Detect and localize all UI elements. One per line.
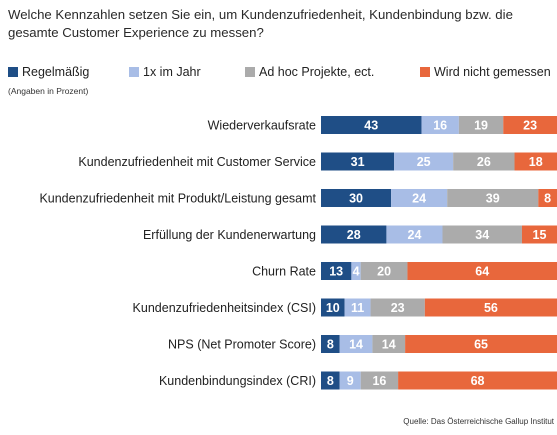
value-label: 30: [349, 192, 363, 206]
bar-segment: [405, 335, 557, 353]
bar-segment: [521, 225, 557, 244]
bar-segment: [351, 262, 361, 280]
bar-row: Wiederverkaufsrate 43 16 19 23: [208, 116, 557, 134]
bar-segment: [321, 298, 345, 317]
bar-segment: [339, 335, 373, 353]
bar-segment: [424, 298, 557, 317]
value-label: 11: [351, 301, 364, 315]
bar-row: Kundenzufriedenheit mit Produkt/Leistung…: [39, 189, 557, 207]
value-label: 8: [544, 192, 551, 206]
category-label: Kundenbindungsindex (CRI): [159, 374, 316, 388]
legend-swatch: [129, 67, 139, 77]
category-label: Kundenzufriedenheit mit Produkt/Leistung…: [39, 192, 316, 206]
bar-row: Kundenzufriedenheit mit Customer Service…: [78, 152, 557, 171]
bar-segment: [442, 225, 522, 244]
chart-title: Welche Kennzahlen setzen Sie ein, um Kun…: [8, 7, 513, 40]
legend-label: Wird nicht gemessen: [434, 65, 551, 79]
bar-segment: [360, 371, 399, 390]
bar-segment: [344, 298, 371, 317]
value-label: 56: [484, 301, 498, 315]
value-label: 24: [408, 228, 422, 242]
legend-label: 1x im Jahr: [143, 65, 201, 79]
bar-row: Churn Rate 13 4 20 64: [252, 262, 557, 280]
bar-segment: [386, 225, 443, 244]
bar-segment: [447, 189, 539, 207]
value-label: 68: [471, 374, 485, 388]
bar-segment: [398, 371, 557, 390]
bar-segment: [391, 189, 448, 207]
value-label: 14: [349, 338, 363, 352]
bar-segment: [339, 371, 361, 390]
category-label: Kundenzufriedenheitsindex (CSI): [133, 301, 316, 315]
bar-segment: [360, 262, 408, 280]
value-label: 65: [474, 338, 488, 352]
category-label: Kundenzufriedenheit mit Customer Service: [78, 155, 316, 169]
value-label: 19: [474, 119, 488, 133]
bar-row: Erfüllung der Kundenerwartung 28 24 34 15: [143, 225, 557, 244]
bar-segment: [321, 116, 422, 134]
bar-segment: [321, 189, 392, 207]
bar-segment: [538, 189, 557, 207]
unit-note: (Angaben in Prozent): [8, 86, 89, 96]
legend: Regelmäßig 1x im Jahr Ad hoc Projekte, e…: [8, 64, 557, 80]
value-label: 64: [475, 265, 489, 279]
legend-label: Ad hoc Projekte, ect.: [259, 65, 375, 79]
bar-segment: [321, 262, 352, 280]
value-label: 8: [327, 374, 334, 388]
value-label: 16: [372, 374, 386, 388]
category-label: Wiederverkaufsrate: [208, 119, 316, 133]
bar-row: Kundenbindungsindex (CRI) 8 9 16 68: [159, 371, 557, 390]
bar-segment: [321, 371, 340, 390]
value-label: 39: [486, 192, 500, 206]
bar-segment: [370, 298, 425, 317]
value-label: 23: [391, 301, 405, 315]
value-label: 26: [477, 155, 491, 169]
value-label: 25: [417, 155, 431, 169]
bar-row: Kundenzufriedenheitsindex (CSI) 10 11 23 56: [133, 298, 557, 317]
bar-segment: [321, 225, 387, 244]
category-label: Erfüllung der Kundenerwartung: [143, 228, 316, 242]
legend-swatch: [8, 67, 18, 77]
value-label: 24: [412, 192, 426, 206]
bar-row: NPS (Net Promoter Score) 8 14 14 65: [168, 335, 557, 353]
value-label: 15: [533, 228, 547, 242]
legend-label: Regelmäßig: [22, 65, 90, 79]
bar-segment: [514, 152, 557, 171]
value-label: 8: [327, 338, 334, 352]
value-label: 13: [329, 265, 343, 279]
value-label: 18: [529, 155, 543, 169]
value-label: 20: [377, 265, 391, 279]
category-label: NPS (Net Promoter Score): [168, 338, 316, 352]
legend-swatch: [420, 67, 430, 77]
source-note: Quelle: Das Österreichische Gallup Insti…: [403, 417, 554, 426]
legend-swatch: [245, 67, 255, 77]
value-label: 31: [351, 155, 365, 169]
value-label: 4: [353, 265, 360, 279]
bar-segment: [421, 116, 459, 134]
bar-segment: [453, 152, 515, 171]
value-label: 9: [347, 374, 354, 388]
bar-segment: [394, 152, 454, 171]
value-label: 23: [523, 119, 537, 133]
value-label: 14: [382, 338, 396, 352]
value-label: 28: [347, 228, 361, 242]
bar-segment: [321, 335, 340, 353]
bar-segment: [407, 262, 557, 280]
bar-segment: [458, 116, 504, 134]
value-label: 16: [433, 119, 447, 133]
value-label: 43: [364, 119, 378, 133]
bar-segment: [372, 335, 406, 353]
value-label: 10: [326, 301, 340, 315]
value-label: 34: [475, 228, 489, 242]
bar-segment: [503, 116, 557, 134]
bar-segment: [321, 152, 395, 171]
category-label: Churn Rate: [252, 265, 316, 279]
